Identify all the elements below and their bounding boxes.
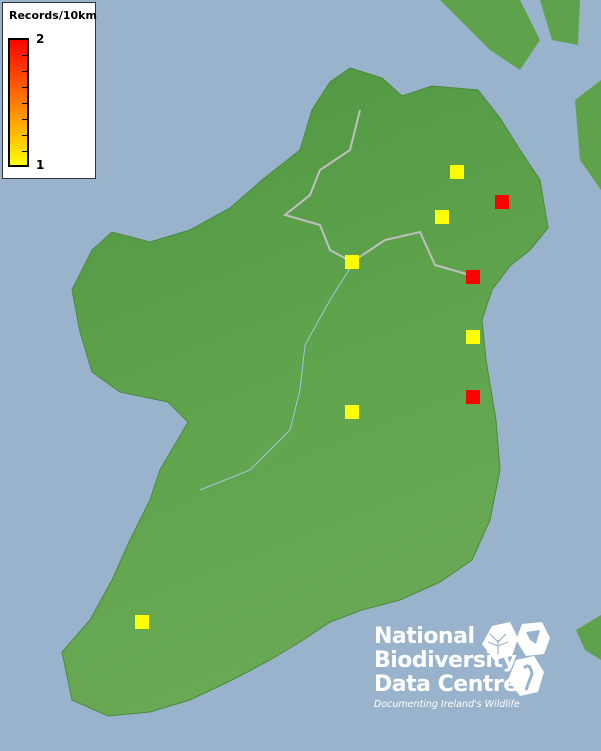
legend-title: Records/10km	[9, 9, 97, 22]
record-square[interactable]	[135, 615, 149, 629]
logo-tagline: Documenting Ireland's Wildlife	[374, 699, 520, 710]
ireland-landmass	[61, 67, 549, 717]
legend: Records/10km 2 1	[2, 2, 97, 179]
scotland-landmass	[440, 0, 601, 190]
record-square[interactable]	[466, 270, 480, 284]
record-square[interactable]	[345, 255, 359, 269]
record-square[interactable]	[345, 405, 359, 419]
ni-border	[282, 109, 481, 281]
logo-hexagon-icon	[482, 622, 550, 696]
river-shannon	[199, 264, 353, 491]
record-square[interactable]	[495, 195, 509, 209]
record-square[interactable]	[435, 210, 449, 224]
logo-line-3: Data Centre	[374, 672, 518, 697]
legend-color-scale	[8, 38, 29, 167]
legend-max-label: 2	[36, 32, 45, 46]
logo-line-1: National	[374, 624, 475, 649]
record-square[interactable]	[450, 165, 464, 179]
legend-min-label: 1	[36, 158, 45, 172]
wales-landmass	[576, 615, 601, 660]
record-square[interactable]	[466, 390, 480, 404]
record-square[interactable]	[466, 330, 480, 344]
